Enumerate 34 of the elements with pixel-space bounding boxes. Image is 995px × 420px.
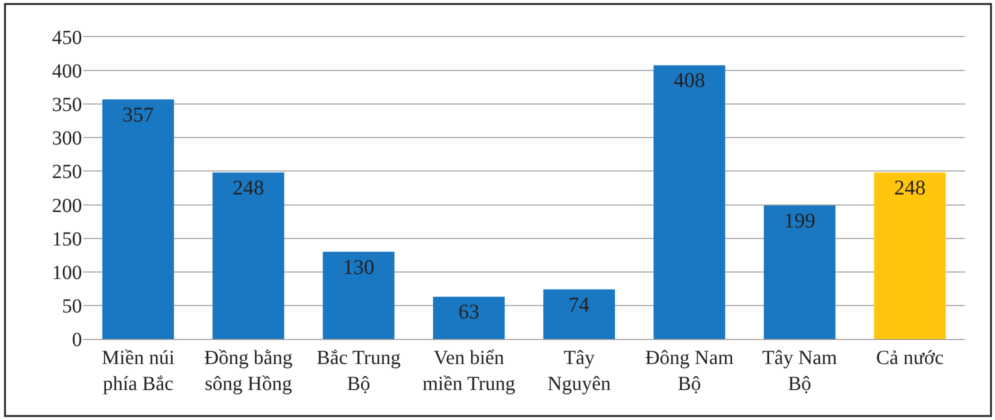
data-label: 248 [232,176,264,200]
x-tick-label: Tây Nguyên [547,347,611,395]
bar [322,252,394,339]
bar [102,99,174,339]
data-label: 130 [342,254,374,279]
y-tick-label: 400 [52,60,82,83]
x-tick-label: Miền núi phía Bắc [102,347,175,395]
data-label: 199 [784,208,816,232]
bar [654,65,726,339]
y-tick-label: 100 [52,262,82,284]
x-tick-label: Đồng bằng sông Hồng [204,347,293,395]
y-tick-label: 350 [52,94,82,116]
y-tick-label: 0 [72,329,82,351]
y-tick-label: 200 [52,194,82,217]
data-label: 408 [674,68,706,92]
bar [212,172,284,339]
data-label: 248 [894,176,926,200]
x-tick-label: Ven biển miền Trung [422,347,516,395]
data-label: 357 [122,102,154,126]
x-tick-label: Cả nước [876,347,944,369]
y-tick-label: 300 [52,128,82,150]
bar [543,289,615,339]
x-tick-label: Bắc Trung Bộ [316,347,401,395]
data-label: 63 [458,300,480,324]
y-tick-label: 250 [52,161,82,184]
bar [764,205,836,339]
bar [433,296,505,339]
x-tick-label: Đông Nam Bộ [645,347,734,395]
y-tick-label: 150 [52,228,82,250]
y-tick-label: 50 [62,295,82,318]
y-tick-label: 450 [52,27,82,49]
bar [874,172,946,339]
x-tick-label: Tây Nam Bộ [762,347,838,395]
data-label: 74 [568,292,590,316]
